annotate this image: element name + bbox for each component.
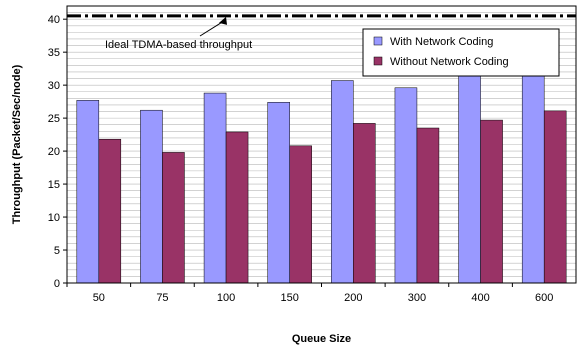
x-tick-label: 150 [281,292,299,304]
bar [416,127,440,284]
y-tick-label: 15 [48,179,60,191]
legend: With Network Coding Without Network Codi… [362,28,560,77]
x-tick-label: 75 [156,292,168,304]
x-tick-label: 600 [535,292,553,304]
y-tick-label: 25 [48,113,60,125]
bar [98,138,122,284]
bar [289,145,312,284]
bar [458,66,481,284]
legend-label-with-coding: With Network Coding [390,36,493,48]
x-tick-label: 200 [344,292,362,304]
bar [140,109,163,284]
x-tick-label: 400 [471,292,489,304]
y-tick-label: 5 [54,245,60,257]
bar [480,119,503,284]
x-axis-ticks: 50 75 100 150 200 300 400 600 [66,283,553,304]
bar [353,123,376,284]
bar [331,80,354,284]
x-tick-label: 300 [408,292,426,304]
legend-label-without-coding: Without Network Coding [390,56,509,68]
bar [203,92,227,284]
y-tick-label: 35 [48,47,60,59]
reference-arrow [199,20,225,37]
reference-line-label: Ideal TDMA-based throughput [105,39,252,51]
y-tick-label: 0 [54,278,60,290]
bars [76,66,567,284]
bar [225,131,249,284]
x-tick-label: 50 [93,292,105,304]
legend-box [362,28,560,77]
bar [162,152,185,284]
bar [267,102,290,284]
bar [394,87,418,284]
legend-swatch-with-coding [373,36,383,46]
bar [543,110,567,284]
bar [521,71,545,284]
y-axis-label: Throughput (Packet/Sec/node) [11,64,23,224]
bar [76,100,100,284]
reference-arrowhead [219,16,227,25]
y-tick-label: 40 [48,14,60,26]
legend-swatch-without-coding [373,56,383,66]
y-tick-label: 10 [48,212,60,224]
y-tick-label: 30 [48,80,60,92]
y-tick-label: 20 [48,146,60,158]
y-axis-ticks: 0 5 10 15 20 25 30 35 40 [48,14,67,290]
x-axis-label: Queue Size [292,333,351,345]
x-tick-label: 100 [217,292,235,304]
